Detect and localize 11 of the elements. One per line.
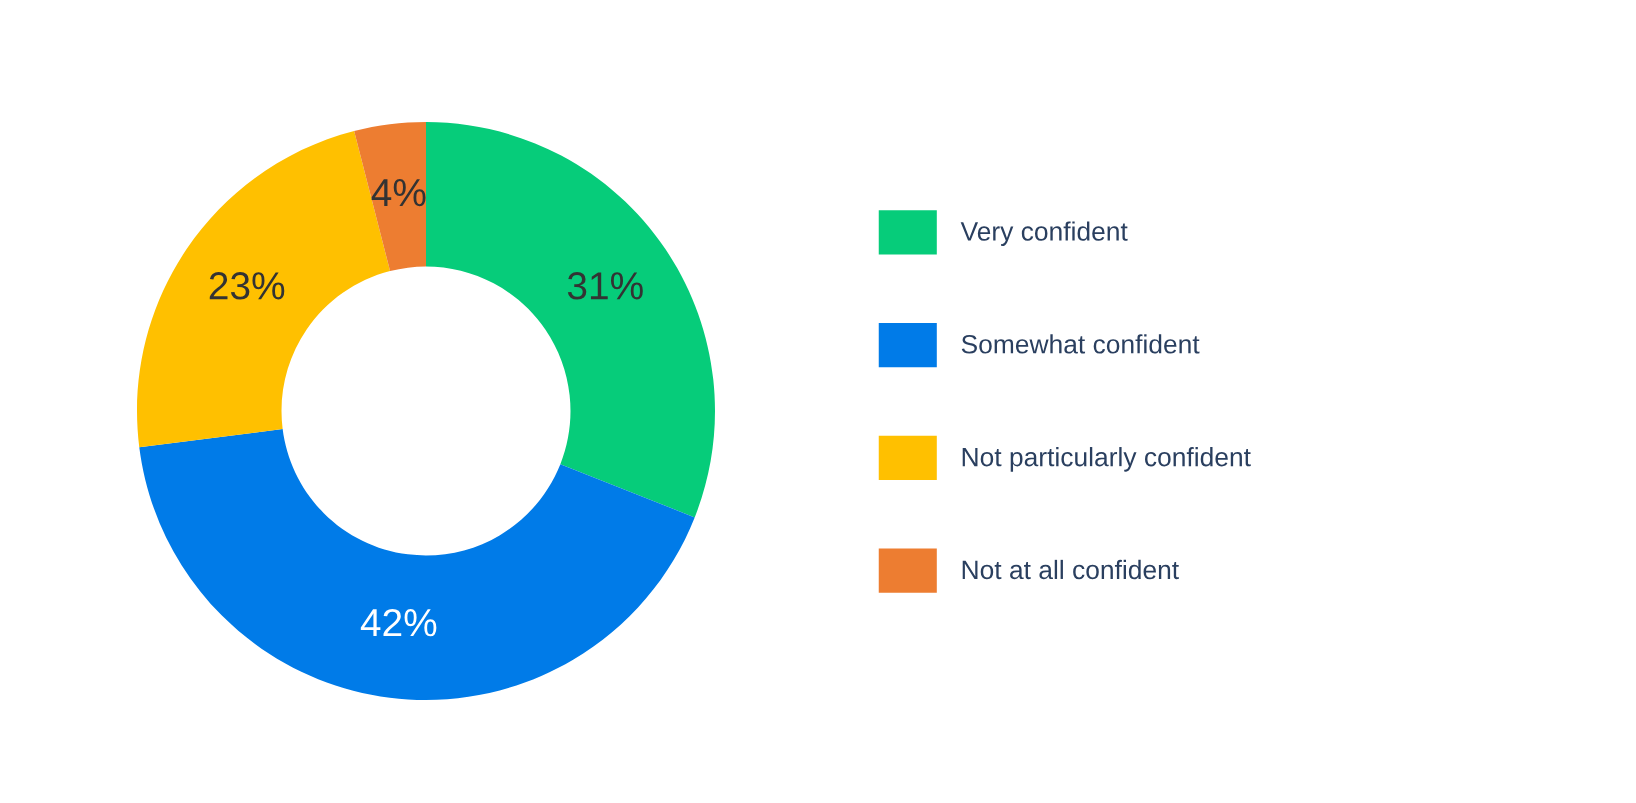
donut-slice [139,429,695,700]
donut-slice [354,122,426,272]
data-label: 23% [209,272,285,300]
legend-label: Somewhat confident [961,334,1200,354]
legend-label: Not particularly confident [962,447,1251,472]
donut-slice [426,122,715,518]
data-label: 31% [567,272,643,300]
legend-label: Not at all confident [962,559,1179,580]
data-label: 42% [360,608,437,637]
data-label: 4% [371,179,426,207]
legend-label: Very confident [960,221,1128,246]
